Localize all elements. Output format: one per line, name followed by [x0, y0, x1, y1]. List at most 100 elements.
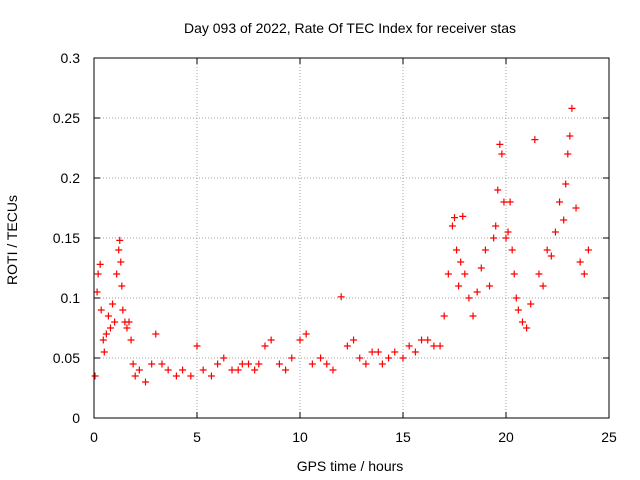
y-tick-label: 0.25 [53, 110, 80, 126]
data-point [459, 212, 467, 220]
data-point [302, 330, 310, 338]
data-point [179, 366, 187, 374]
data-point [498, 150, 506, 158]
data-point [323, 360, 331, 368]
data-point [418, 336, 426, 344]
data-point [461, 270, 469, 278]
data-point [510, 270, 518, 278]
data-point [91, 372, 99, 380]
data-point [405, 342, 413, 350]
x-tick-label: 0 [90, 429, 98, 445]
y-axis-label: ROTI / TECUs [4, 195, 20, 285]
data-point [399, 354, 407, 362]
data-point [275, 360, 283, 368]
data-point [267, 336, 275, 344]
data-point [481, 246, 489, 254]
data-point [135, 366, 143, 374]
data-point [411, 348, 419, 356]
data-point [543, 246, 551, 254]
data-point [508, 246, 516, 254]
data-point [378, 360, 386, 368]
data-point [207, 372, 215, 380]
data-point [518, 318, 526, 326]
grid [94, 58, 609, 418]
data-point [193, 342, 201, 350]
data-point [564, 150, 572, 158]
data-point [385, 354, 393, 362]
x-axis-label: GPS time / hours [297, 458, 404, 474]
y-tick-label: 0.15 [53, 230, 80, 246]
data-point [142, 378, 149, 386]
data-point [451, 214, 458, 222]
data-point [440, 312, 448, 320]
data-point [255, 360, 263, 368]
data-point [118, 282, 126, 290]
data-point [444, 270, 452, 278]
data-point [473, 288, 481, 296]
data-point [152, 330, 160, 338]
data-point [115, 246, 123, 254]
plot-frame [93, 57, 610, 419]
data-point [214, 360, 222, 368]
data-point [494, 186, 502, 194]
data-point [261, 342, 269, 350]
data-point [580, 270, 588, 278]
data-point [448, 222, 456, 230]
data-point [539, 282, 547, 290]
data-point [288, 354, 296, 362]
data-point [158, 360, 166, 368]
data-point [572, 204, 580, 212]
data-point [469, 312, 477, 320]
data-points [91, 104, 592, 386]
data-point [308, 360, 316, 368]
data-point [584, 246, 592, 254]
y-tick-label: 0.05 [53, 350, 80, 366]
data-point [547, 252, 555, 260]
data-point [94, 270, 102, 278]
data-point [102, 330, 110, 338]
data-point [106, 324, 114, 332]
data-point [566, 132, 574, 140]
data-point [104, 312, 112, 320]
data-point [245, 360, 252, 368]
data-point [131, 372, 139, 380]
data-point [109, 300, 117, 308]
data-point [228, 366, 236, 374]
data-point [238, 360, 246, 368]
data-point [512, 294, 520, 302]
data-point [99, 336, 107, 344]
data-point [113, 270, 121, 278]
data-point [496, 140, 504, 148]
data-point [374, 348, 382, 356]
data-point [296, 336, 304, 344]
data-point [465, 294, 473, 302]
data-point [424, 336, 432, 344]
data-point [97, 306, 105, 314]
data-point [119, 306, 127, 314]
data-point [576, 258, 584, 266]
data-point [317, 354, 325, 362]
data-point [123, 324, 131, 332]
data-point [117, 258, 125, 266]
data-point [490, 234, 498, 242]
data-point [560, 216, 568, 224]
data-point [93, 288, 101, 296]
chart-title: Day 093 of 2022, Rate Of TEC Index for r… [184, 20, 516, 36]
data-point [129, 360, 137, 368]
data-point [477, 264, 485, 272]
data-point [199, 366, 207, 374]
data-point [362, 360, 370, 368]
data-point [514, 306, 522, 314]
data-point [172, 372, 180, 380]
y-tick-labels: 0 0.05 0.1 0.15 0.2 0.25 0.3 [53, 50, 80, 426]
y-tick-label: 0.3 [61, 50, 81, 66]
data-point [220, 354, 228, 362]
data-point [148, 360, 156, 368]
data-point [187, 372, 195, 380]
data-point [356, 354, 364, 362]
data-point [100, 348, 108, 356]
data-point [568, 104, 576, 112]
data-point [234, 366, 242, 374]
data-point [506, 198, 514, 206]
data-point [430, 342, 438, 350]
